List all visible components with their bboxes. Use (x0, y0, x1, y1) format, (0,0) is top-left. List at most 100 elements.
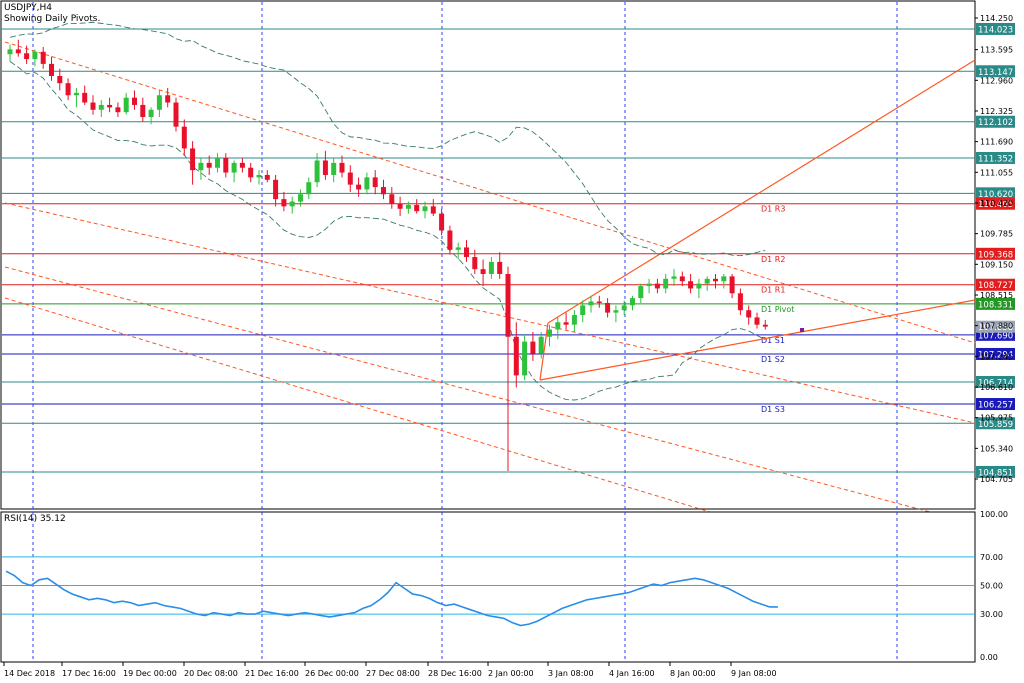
rsi-tick-label: 100.00 (980, 510, 1008, 519)
candle-body (513, 336, 519, 376)
price-tag (976, 65, 1015, 78)
candle-body (356, 184, 362, 190)
candle-body (32, 51, 38, 60)
candle-body (488, 261, 494, 274)
time-tick-label: 20 Dec 08:00 (184, 669, 238, 678)
candle-body (49, 63, 54, 76)
candle (372, 170, 378, 195)
candle (140, 97, 146, 122)
price-tag (976, 187, 1015, 200)
candle (729, 273, 735, 299)
price-tick-label: 111.055 (980, 168, 1013, 177)
candle-body (713, 278, 718, 282)
candle-body (148, 109, 154, 118)
time-tick-label: 4 Jan 16:00 (609, 669, 655, 678)
candle-body (314, 160, 320, 183)
candle-body (397, 203, 403, 209)
candle-body (198, 162, 204, 171)
price-tick-label: 107.245 (980, 352, 1013, 361)
candle (605, 298, 611, 318)
candle (306, 177, 312, 200)
candle-body (73, 92, 79, 96)
candle-body (654, 283, 660, 289)
candle (215, 153, 220, 173)
chart-subtitle: Showing Daily Pivots. (4, 14, 101, 24)
price-tag-label: 105.859 (978, 420, 1013, 430)
candle (90, 95, 96, 115)
candle (206, 155, 212, 175)
price-tag-label: 104.851 (978, 468, 1013, 478)
candle-body (588, 301, 594, 306)
candle (173, 97, 179, 132)
candle (713, 273, 718, 289)
price-tick-label: 109.785 (980, 230, 1013, 239)
candle (190, 141, 196, 185)
candle-body (439, 213, 445, 231)
candle-body (57, 75, 63, 84)
price-tag-label: 106.714 (978, 378, 1013, 388)
price-tag (976, 115, 1015, 128)
candle-body (613, 310, 619, 313)
trend-channel-line (4, 41, 976, 344)
price-tick-label: 105.975 (980, 414, 1013, 423)
candle (505, 266, 511, 472)
time-tick-label: 28 Dec 16:00 (428, 669, 482, 678)
price-tag-label: 111.352 (978, 154, 1013, 164)
time-tick-label: 9 Jan 08:00 (731, 669, 777, 678)
candle-body (638, 286, 644, 299)
candle-body (480, 269, 486, 274)
rsi-line (5, 570, 778, 627)
candle-body (15, 49, 21, 54)
rsi-tick-label: 70.00 (980, 553, 1003, 562)
candle (580, 300, 586, 323)
rsi-tick-label: 30.00 (980, 610, 1003, 619)
pivot-label: D1 S3 (761, 405, 785, 414)
candle-body (580, 305, 586, 316)
price-tag (976, 375, 1015, 388)
candle-body (464, 247, 469, 258)
candle-body (273, 179, 279, 200)
candle (447, 225, 453, 255)
support-trend-line (539, 299, 976, 381)
current-price-tag (976, 320, 1015, 333)
candle-body (206, 162, 212, 168)
candle-body (430, 206, 436, 214)
candle-body (472, 257, 478, 270)
candle (472, 249, 478, 274)
candle-body (347, 172, 353, 185)
candle (596, 295, 602, 308)
price-tag-label: 114.023 (978, 25, 1013, 35)
candle (281, 191, 287, 212)
candle (746, 305, 752, 325)
rsi-frame (0, 511, 976, 663)
candle (497, 252, 503, 279)
candle (98, 100, 104, 118)
candle (455, 242, 461, 260)
candle (356, 177, 362, 197)
price-tick-label: 105.340 (980, 444, 1013, 453)
candle (679, 271, 685, 287)
candle-body (181, 126, 187, 149)
candle-body (239, 162, 245, 168)
candle-body (505, 273, 511, 337)
trend-channel-line (4, 297, 711, 513)
price-tag (976, 197, 1015, 210)
candle-body (447, 230, 453, 250)
rsi-label: RSI(14) 35.12 (4, 514, 66, 524)
candle (49, 56, 54, 81)
time-tick-label: 27 Dec 08:00 (366, 669, 420, 678)
candle-body (414, 204, 420, 212)
current-price-label: 107.858 (978, 323, 1013, 333)
candle-body (82, 92, 88, 103)
price-tick-label: 104.705 (980, 475, 1013, 484)
candle-body (40, 51, 46, 64)
candle (762, 319, 768, 330)
candle-body (123, 97, 129, 113)
price-tick-label: 106.610 (980, 383, 1013, 392)
candle-body (663, 278, 669, 289)
candle (538, 331, 544, 359)
price-tag (976, 297, 1015, 310)
candle (555, 317, 561, 340)
candle (671, 269, 677, 287)
